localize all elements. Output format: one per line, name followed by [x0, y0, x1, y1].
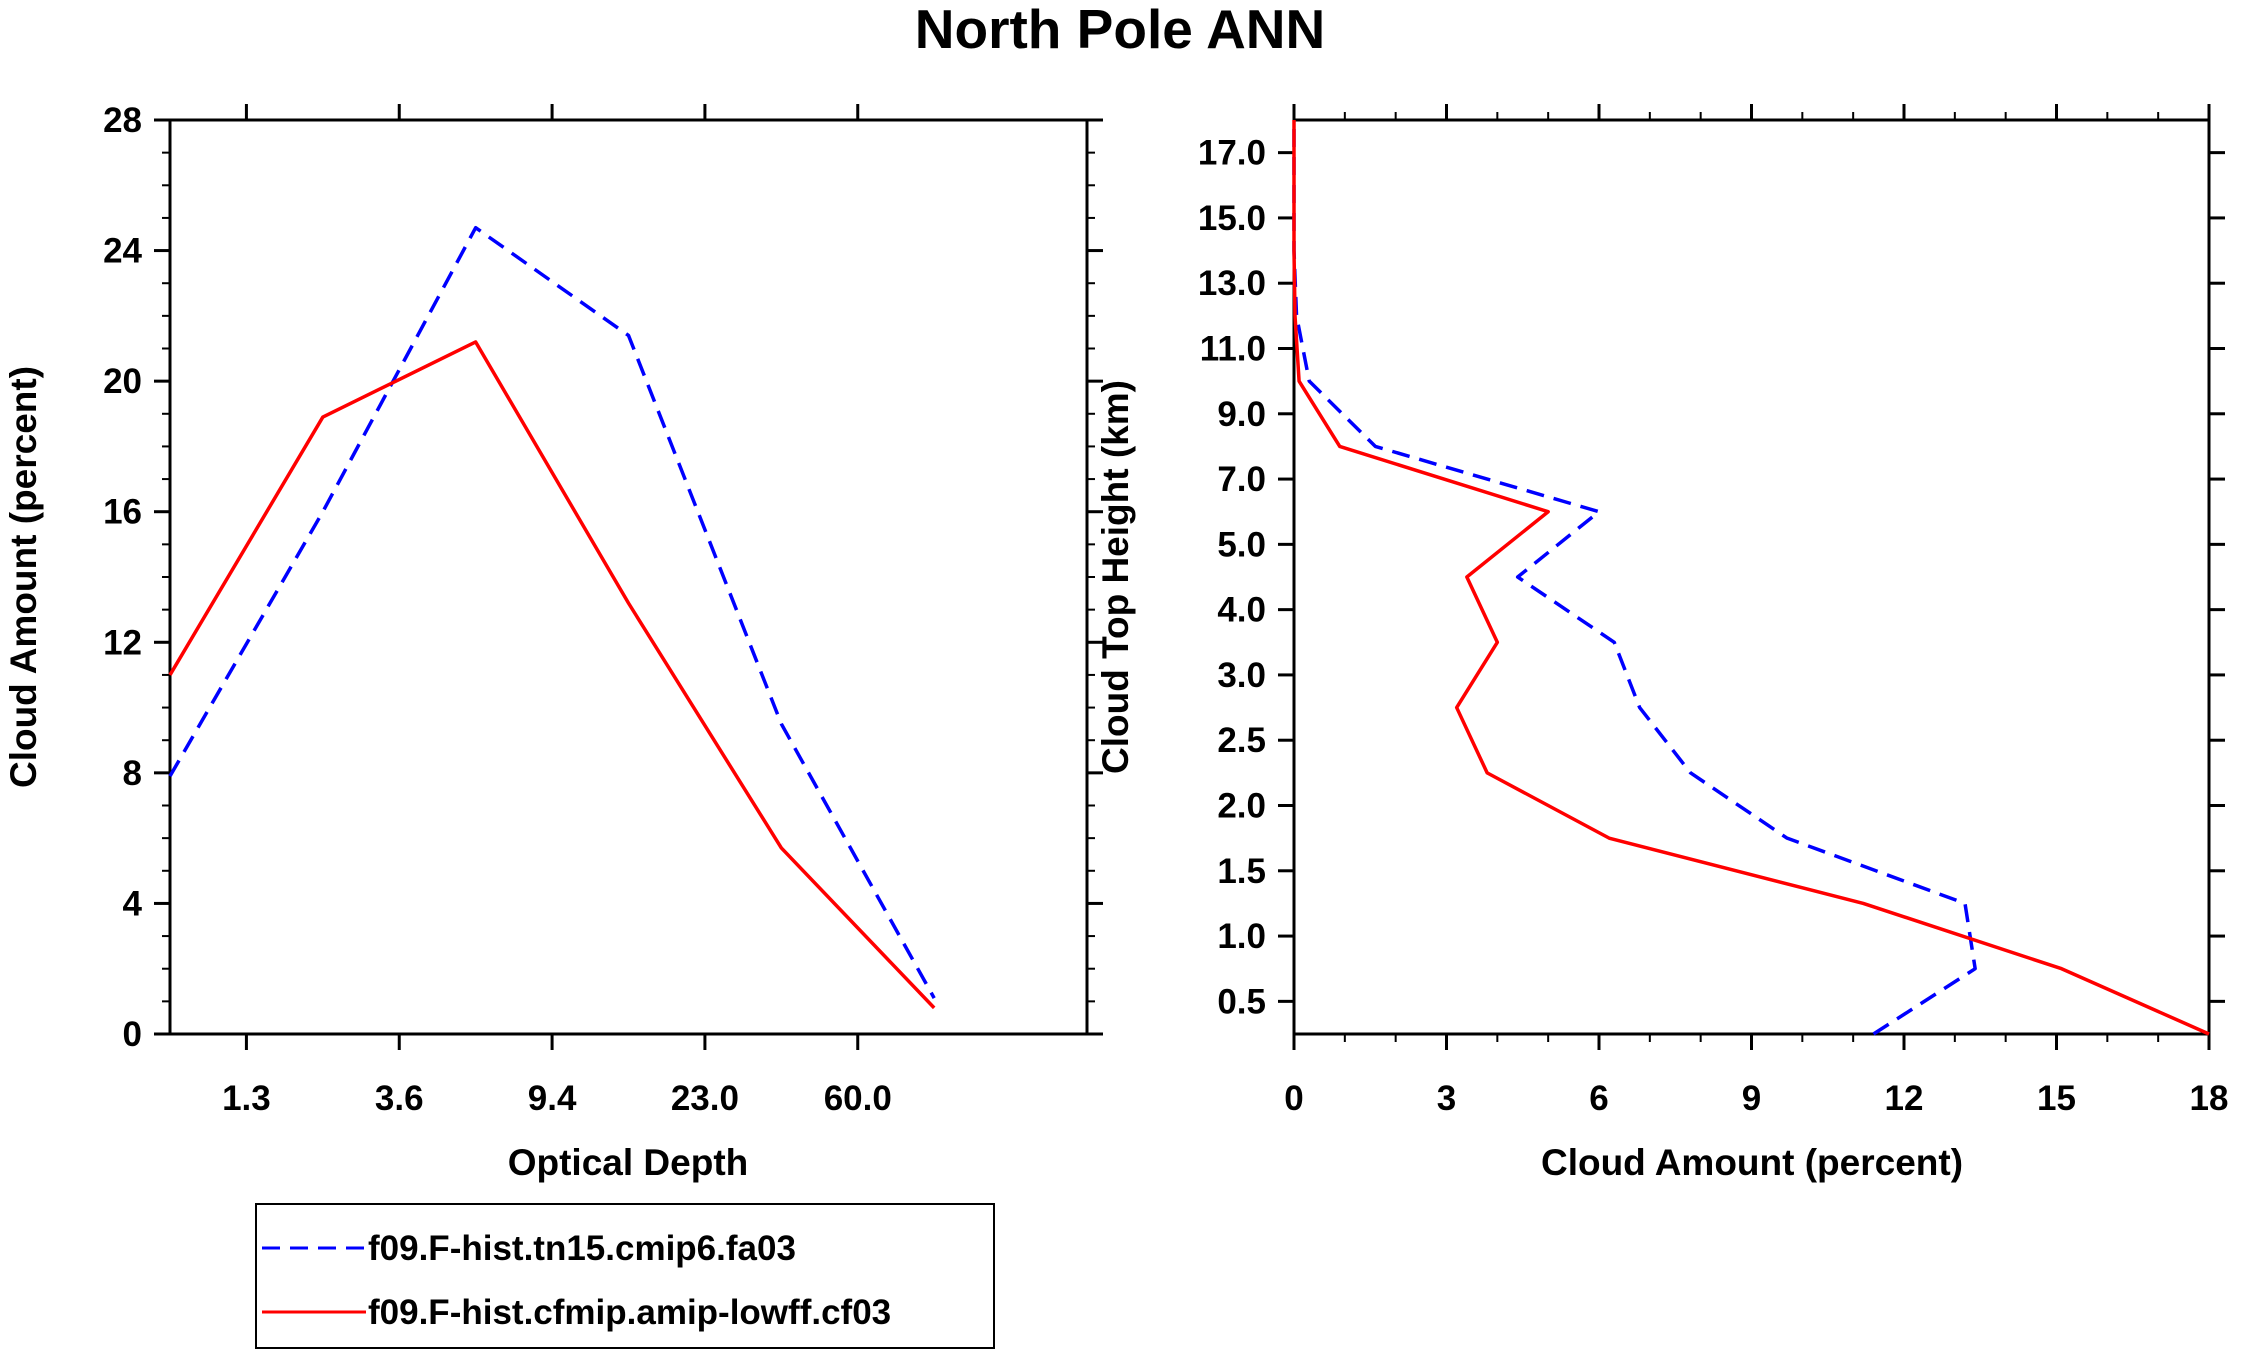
left-xtick-label: 9.4	[528, 1079, 577, 1118]
left-y-axis-label: Cloud Amount (percent)	[3, 366, 44, 788]
right-ytick-label: 9.0	[1217, 395, 1266, 434]
left-ytick-label: 28	[103, 101, 142, 140]
cloud-top-height-panel: 0 3 6 9 12 15 18 0.5 1.0 1.5 2.0 2.5 3.0 4.0 5.0 7.0 9.0…	[1095, 104, 2228, 1183]
left-ytick-label: 4	[123, 884, 143, 923]
left-ytick-label: 16	[103, 493, 142, 532]
right-ytick-label: 2.5	[1217, 721, 1266, 760]
left-xtick-label: 3.6	[375, 1079, 424, 1118]
right-xtick-label: 18	[2190, 1079, 2229, 1118]
right-xtick-label: 6	[1589, 1079, 1608, 1118]
right-ytick-label: 11.0	[1200, 330, 1266, 369]
right-ytick-label: 13.0	[1198, 264, 1266, 303]
right-y-axis-label: Cloud Top Height (km)	[1095, 380, 1136, 774]
optical-depth-panel: 0 4 8 12 16 20 24 28 1.3 3.6 9.4 23.0 60.0 Optical D…	[3, 101, 1103, 1183]
chart-title: North Pole ANN	[915, 0, 1325, 60]
right-ytick-label: 0.5	[1217, 982, 1266, 1021]
left-xtick-label: 1.3	[222, 1079, 271, 1118]
left-ytick-label: 20	[103, 362, 142, 401]
right-plot-frame	[1292, 118, 2211, 1036]
right-ytick-label: 2.0	[1217, 787, 1266, 826]
right-ytick-label: 17.0	[1198, 134, 1266, 173]
right-ytick-label: 1.0	[1217, 917, 1266, 956]
right-ytick-label: 1.5	[1217, 852, 1266, 891]
right-xtick-label: 12	[1885, 1079, 1924, 1118]
right-ytick-label: 4.0	[1217, 591, 1266, 630]
right-ytick-label: 5.0	[1217, 525, 1266, 564]
right-series-lines	[1292, 120, 2210, 1036]
legend-box	[255, 1203, 995, 1349]
left-plot-frame	[168, 118, 1089, 1036]
left-series-lines	[168, 225, 936, 1010]
legend: f09.F-hist.tn15.cmip6.fa03 f09.F-hist.cf…	[255, 1203, 995, 1349]
left-ytick-label: 12	[103, 623, 142, 662]
right-series-cf03-line	[1292, 120, 2210, 1036]
left-xtick-label: 23.0	[671, 1079, 739, 1118]
left-ytick-label: 8	[123, 754, 142, 793]
right-series-fa03-line	[1292, 120, 1977, 1036]
left-ytick-label: 24	[103, 232, 142, 271]
right-ytick-label: 15.0	[1198, 199, 1266, 238]
right-ytick-label: 3.0	[1217, 656, 1266, 695]
right-ytick-label: 7.0	[1217, 460, 1266, 499]
legend-label-cf03: f09.F-hist.cfmip.amip-lowff.cf03	[368, 1293, 891, 1332]
right-xtick-label: 9	[1742, 1079, 1761, 1118]
left-axis-ticks: 0 4 8 12 16 20 24 28 1.3 3.6 9.4 23.0 60.0	[103, 101, 1103, 1118]
right-axis-ticks: 0 3 6 9 12 15 18 0.5 1.0 1.5 2.0 2.5 3.0 4.0 5.0 7.0 9.0…	[1198, 104, 2229, 1118]
left-x-axis-label: Optical Depth	[508, 1142, 749, 1183]
right-x-axis-label: Cloud Amount (percent)	[1541, 1142, 1963, 1183]
legend-label-fa03: f09.F-hist.tn15.cmip6.fa03	[368, 1229, 796, 1268]
left-series-cf03-line	[168, 340, 936, 1010]
left-xtick-label: 60.0	[824, 1079, 892, 1118]
right-xtick-label: 3	[1437, 1079, 1456, 1118]
left-series-fa03-line	[168, 225, 936, 999]
left-ytick-label: 0	[123, 1015, 142, 1054]
right-xtick-label: 0	[1284, 1079, 1303, 1118]
right-xtick-label: 15	[2037, 1079, 2076, 1118]
